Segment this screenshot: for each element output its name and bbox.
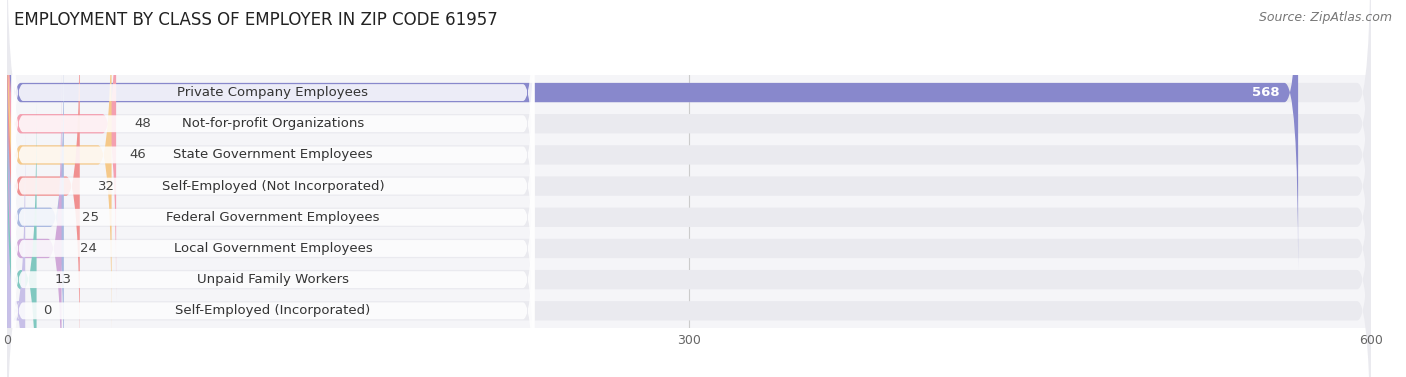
FancyBboxPatch shape (11, 0, 534, 240)
FancyBboxPatch shape (7, 0, 1371, 301)
Text: 32: 32 (98, 179, 115, 193)
Text: 13: 13 (55, 273, 72, 286)
FancyBboxPatch shape (7, 71, 1371, 377)
Text: Private Company Employees: Private Company Employees (177, 86, 368, 99)
FancyBboxPatch shape (7, 9, 80, 363)
Text: Local Government Employees: Local Government Employees (173, 242, 373, 255)
FancyBboxPatch shape (7, 133, 25, 377)
Text: 46: 46 (129, 149, 146, 161)
Text: Unpaid Family Workers: Unpaid Family Workers (197, 273, 349, 286)
Text: Self-Employed (Incorporated): Self-Employed (Incorporated) (176, 304, 371, 317)
Text: EMPLOYMENT BY CLASS OF EMPLOYER IN ZIP CODE 61957: EMPLOYMENT BY CLASS OF EMPLOYER IN ZIP C… (14, 11, 498, 29)
FancyBboxPatch shape (7, 102, 37, 377)
Text: Federal Government Employees: Federal Government Employees (166, 211, 380, 224)
FancyBboxPatch shape (7, 0, 117, 301)
Text: Self-Employed (Not Incorporated): Self-Employed (Not Incorporated) (162, 179, 384, 193)
FancyBboxPatch shape (11, 70, 534, 365)
FancyBboxPatch shape (7, 71, 62, 377)
Text: 568: 568 (1253, 86, 1279, 99)
FancyBboxPatch shape (7, 0, 1298, 270)
FancyBboxPatch shape (7, 133, 1371, 377)
FancyBboxPatch shape (7, 40, 1371, 377)
FancyBboxPatch shape (7, 0, 1371, 333)
FancyBboxPatch shape (11, 38, 534, 334)
Text: State Government Employees: State Government Employees (173, 149, 373, 161)
FancyBboxPatch shape (11, 132, 534, 377)
FancyBboxPatch shape (7, 0, 111, 333)
FancyBboxPatch shape (11, 8, 534, 302)
FancyBboxPatch shape (7, 9, 1371, 363)
Text: 48: 48 (135, 117, 150, 130)
FancyBboxPatch shape (11, 0, 534, 271)
FancyBboxPatch shape (7, 0, 1371, 270)
Text: 0: 0 (44, 304, 52, 317)
FancyBboxPatch shape (11, 163, 534, 377)
Text: 24: 24 (80, 242, 97, 255)
FancyBboxPatch shape (11, 101, 534, 377)
Text: Not-for-profit Organizations: Not-for-profit Organizations (181, 117, 364, 130)
Text: Source: ZipAtlas.com: Source: ZipAtlas.com (1258, 11, 1392, 24)
FancyBboxPatch shape (7, 102, 1371, 377)
FancyBboxPatch shape (7, 40, 63, 377)
Text: 25: 25 (82, 211, 98, 224)
